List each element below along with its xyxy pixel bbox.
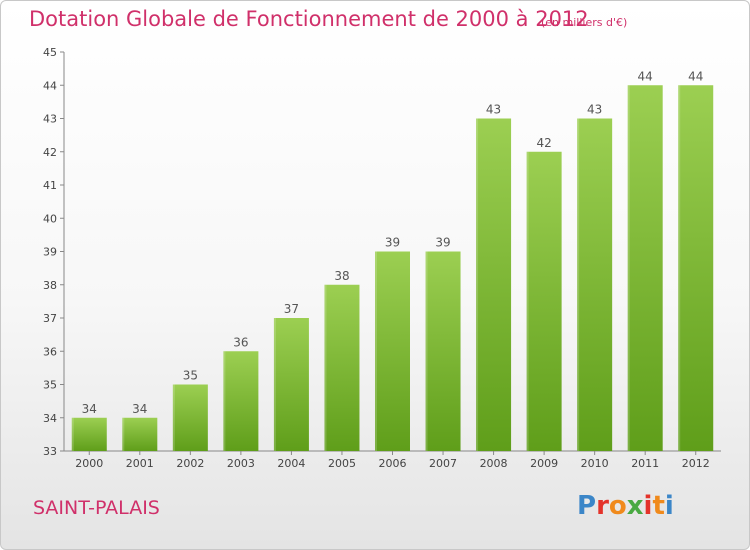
- data-label-2011: 44: [638, 69, 653, 83]
- data-label-2003: 36: [233, 335, 248, 349]
- y-tick-label: 38: [43, 279, 57, 292]
- logo-letter: i: [664, 491, 674, 521]
- bar-2000: [71, 417, 107, 451]
- data-label-2006: 39: [385, 236, 400, 250]
- x-tick-label: 2000: [75, 457, 103, 470]
- logo-letter: t: [652, 491, 665, 521]
- data-label-2007: 39: [435, 236, 450, 250]
- bar-highlight: [273, 318, 276, 451]
- bar-2012: [678, 85, 714, 451]
- data-label-2012: 44: [688, 69, 703, 83]
- data-labels: 34 34 35 36 37 38 39 39 43 42 43 44 44: [82, 69, 704, 416]
- data-label-2000: 34: [82, 402, 97, 416]
- y-tick-label: 40: [43, 212, 57, 225]
- x-tick-label: 2011: [631, 457, 659, 470]
- x-tick-label: 2010: [581, 457, 609, 470]
- y-tick-label: 36: [43, 345, 57, 358]
- bar-highlight: [526, 151, 529, 451]
- x-tick-label: 2004: [277, 457, 305, 470]
- bar-highlight: [678, 85, 681, 451]
- bar-highlight: [627, 85, 630, 451]
- bar-2001: [122, 417, 158, 451]
- y-axis: 33 34 35 36 37 38 39 40 41 42 43 44 45: [43, 46, 65, 458]
- bar-highlight: [476, 118, 479, 451]
- x-tick-label: 2006: [379, 457, 407, 470]
- bar-2008: [476, 118, 512, 451]
- city-name: SAINT-PALAIS: [33, 497, 160, 519]
- y-tick-label: 42: [43, 146, 57, 159]
- y-tick-label: 37: [43, 312, 57, 325]
- x-tick-label: 2009: [530, 457, 558, 470]
- bar-2002: [172, 384, 208, 451]
- y-tick-label: 41: [43, 179, 57, 192]
- x-tick-label: 2002: [176, 457, 204, 470]
- y-tick-label: 43: [43, 113, 57, 126]
- logo-letter: P: [577, 491, 597, 521]
- bar-highlight: [577, 118, 580, 451]
- data-label-2010: 43: [587, 103, 602, 117]
- y-tick-label: 34: [43, 412, 57, 425]
- bar-highlight: [375, 251, 377, 451]
- y-tick-label: 44: [43, 79, 57, 92]
- logo-letter: x: [626, 491, 644, 521]
- data-label-2009: 42: [536, 136, 551, 150]
- data-label-2008: 43: [486, 103, 501, 117]
- logo-letter: o: [608, 491, 627, 521]
- y-tick-label: 33: [43, 445, 57, 458]
- data-label-2005: 38: [334, 269, 349, 283]
- bar-2006: [375, 251, 410, 451]
- x-tick-label: 2007: [429, 457, 457, 470]
- y-tick-label: 35: [43, 379, 57, 392]
- chart-unit-note: (en milliers d'€): [541, 16, 628, 29]
- x-tick-label: 2003: [227, 457, 255, 470]
- x-tick-label: 2012: [682, 457, 710, 470]
- proxiti-logo[interactable]: Proxiti: [577, 491, 674, 521]
- x-tick-label: 2001: [126, 457, 154, 470]
- data-label-2001: 34: [132, 402, 147, 416]
- bar-2004: [273, 318, 309, 451]
- y-tick-label: 45: [43, 46, 57, 59]
- logo-letter: r: [596, 491, 609, 521]
- bar-2007: [425, 251, 461, 451]
- x-tick-label: 2005: [328, 457, 356, 470]
- bars: [71, 85, 714, 451]
- bar-2009: [526, 151, 562, 451]
- y-tick-label: 39: [43, 246, 57, 259]
- data-label-2002: 35: [183, 369, 198, 383]
- x-tick-label: 2008: [480, 457, 508, 470]
- bar-highlight: [122, 417, 125, 451]
- x-axis: 2000 2001 2002 2003 2004 2005 2006 2007 2008 2009…: [64, 450, 721, 470]
- bar-2011: [627, 85, 663, 451]
- bar-highlight: [71, 417, 74, 451]
- bar-highlight: [324, 284, 327, 451]
- bar-2003: [223, 351, 259, 451]
- bar-2010: [577, 118, 613, 451]
- chart-title: Dotation Globale de Fonctionnement de 20…: [29, 7, 589, 31]
- bar-2005: [324, 284, 360, 451]
- bar-highlight: [172, 384, 175, 451]
- bar-highlight: [223, 351, 226, 451]
- bar-highlight: [425, 251, 428, 451]
- logo-letter: i: [643, 491, 653, 521]
- data-label-2004: 37: [284, 302, 299, 316]
